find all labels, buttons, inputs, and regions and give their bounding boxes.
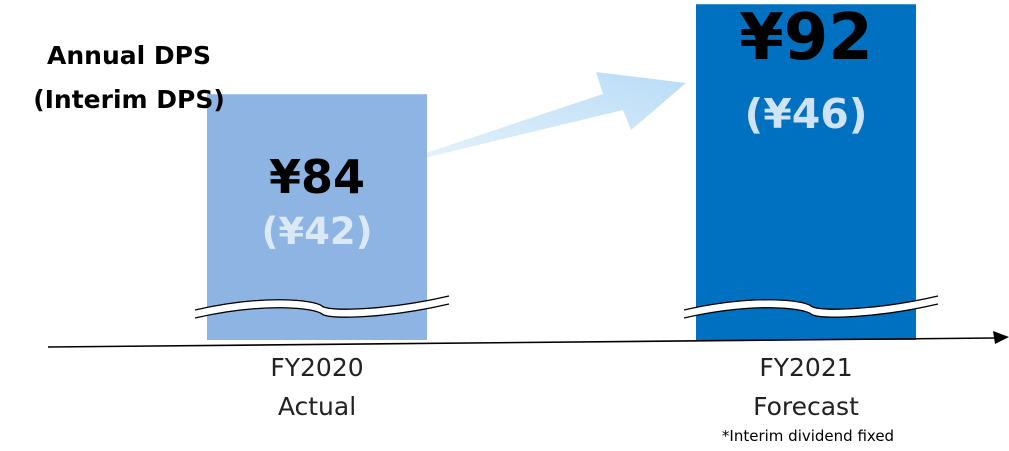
annual-dps-label-fy2020: ¥84 [268, 150, 366, 204]
trend-arrow [417, 72, 686, 158]
bar-fy2020 [207, 94, 427, 340]
x-axis-arrowhead [993, 331, 1009, 344]
axis-break-band [194, 296, 450, 318]
axis-break-band [683, 296, 939, 318]
axis-break-line-lower [683, 303, 939, 319]
footnote: *Interim dividend fixed [721, 427, 895, 445]
axis-break-line-lower [194, 303, 450, 319]
annual-dps-label-fy2021: ¥92 [739, 1, 873, 75]
x-axis-line [47, 337, 996, 348]
axis-break-fy2021 [683, 295, 939, 319]
interim-dps-label-fy2020: (¥42) [261, 210, 373, 253]
x-tick-label-fy2021-line-2: Forecast [753, 392, 859, 421]
chart-title-line-1: Annual DPS [47, 41, 211, 70]
x-tick-label-fy2021-line-1: FY2021 [759, 353, 853, 382]
chart-title-line-2: (Interim DPS) [33, 85, 225, 114]
x-tick-label-fy2020-line-1: FY2020 [270, 353, 364, 382]
axis-break-fy2020 [194, 295, 450, 319]
x-tick-label-fy2020-line-2: Actual [277, 392, 357, 421]
interim-dps-label-fy2021: (¥46) [744, 90, 868, 138]
axis-break-line-upper [683, 295, 939, 311]
axis-break-line-upper [194, 295, 450, 311]
bar-fy2021 [696, 4, 916, 340]
